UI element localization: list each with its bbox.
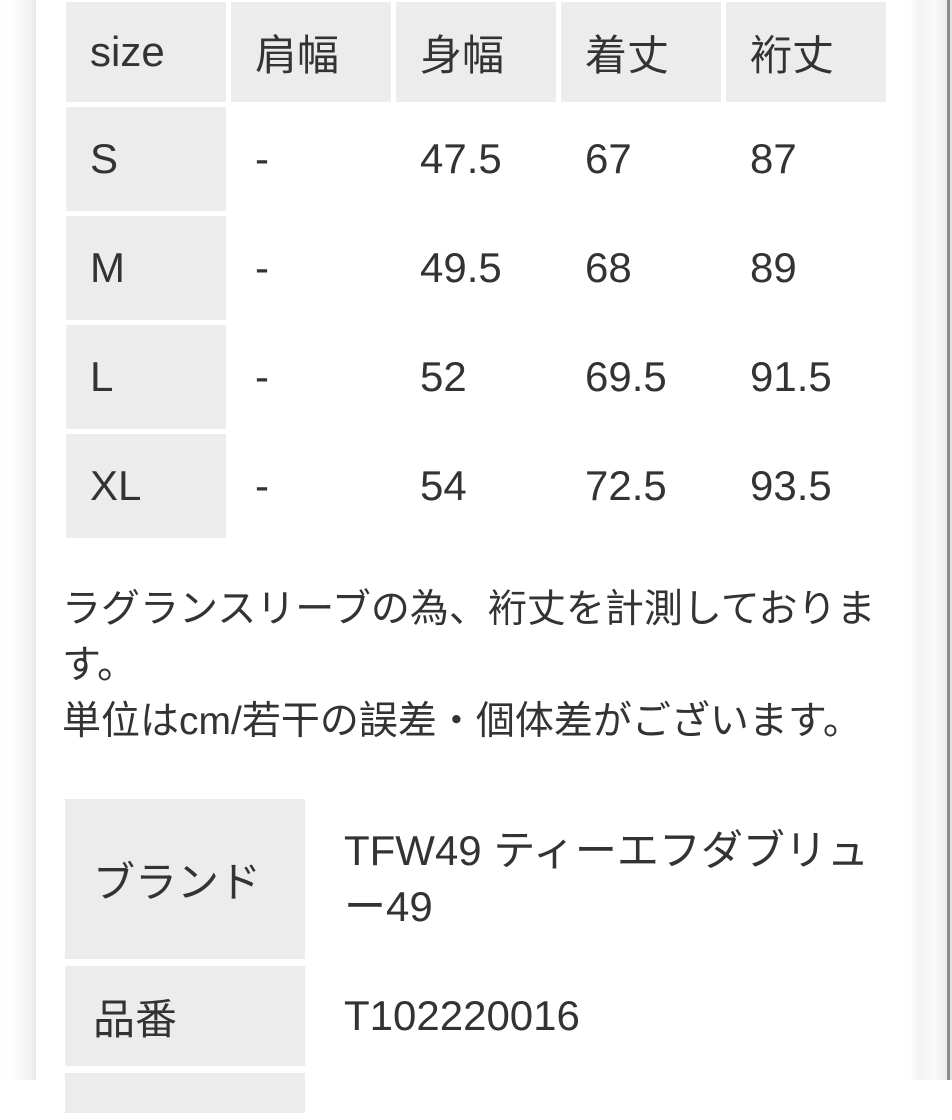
size-label-cell: XL — [66, 434, 226, 538]
product-info-value-brand: TFW49 ティーエフダブリュ ー49 — [310, 799, 886, 959]
size-value-cell: 47.5 — [420, 135, 502, 182]
product-info-table: ブランド TFW49 ティーエフダブリュ ー49 品番 T102220016 — [65, 799, 886, 1120]
size-value-cell: 89 — [750, 244, 797, 291]
size-label-cell: S — [66, 107, 226, 211]
size-value-cell: 93.5 — [750, 462, 832, 509]
scrollbar-track[interactable] — [910, 0, 947, 1080]
size-chart-header-row: size 肩幅 身幅 着丈 裄丈 — [66, 2, 886, 102]
product-info-label-item-number: 品番 — [65, 966, 305, 1066]
product-info-value-item-number: T102220016 — [344, 992, 580, 1039]
window-edge-border — [947, 0, 950, 1080]
size-value-cell: 91.5 — [750, 353, 832, 400]
size-chart-header-size: size — [66, 2, 226, 102]
brand-value-line-1: TFW49 ティーエフダブリュ — [344, 827, 869, 874]
size-value-cell: 52 — [420, 353, 467, 400]
size-chart-header-sleeve-length: 裄丈 — [726, 2, 886, 102]
size-value-cell: - — [255, 244, 269, 291]
product-info-row-partial — [65, 1073, 886, 1113]
size-chart-row-m: M - 49.5 68 89 — [66, 216, 886, 320]
size-value-cell: 54 — [420, 462, 467, 509]
size-value-cell: 72.5 — [585, 462, 667, 509]
window-edge-highlight — [950, 0, 952, 1080]
size-chart-table: size 肩幅 身幅 着丈 裄丈 S - 47.5 67 87 M - 49.5… — [66, 2, 886, 543]
size-chart-header-body-width: 身幅 — [396, 2, 556, 102]
note-line-2: す。 — [62, 644, 137, 687]
product-info-row-brand: ブランド TFW49 ティーエフダブリュ ー49 — [65, 799, 886, 959]
product-info-row-item-number: 品番 T102220016 — [65, 966, 886, 1066]
size-value-cell: 67 — [585, 135, 632, 182]
size-chart-header-shoulder-width: 肩幅 — [231, 2, 391, 102]
size-value-cell: - — [255, 462, 269, 509]
size-value-cell: 49.5 — [420, 244, 502, 291]
size-label-cell: M — [66, 216, 226, 320]
size-value-cell: 68 — [585, 244, 632, 291]
note-line-1: ラグランスリーブの為、裄丈を計測しておりま — [62, 588, 876, 631]
size-value-cell: 87 — [750, 135, 797, 182]
measurement-notes: ラグランスリーブの為、裄丈を計測しておりま す。 単位はcm/若干の誤差・個体差… — [62, 582, 942, 750]
size-chart-row-l: L - 52 69.5 91.5 — [66, 325, 886, 429]
size-value-cell: - — [255, 353, 269, 400]
left-edge-shadow — [0, 0, 36, 1080]
size-chart-row-xl: XL - 54 72.5 93.5 — [66, 434, 886, 538]
note-line-3: 単位はcm/若干の誤差・個体差がございます。 — [62, 700, 862, 743]
size-value-cell: - — [255, 135, 269, 182]
size-label-cell: L — [66, 325, 226, 429]
brand-value-line-2: ー49 — [344, 883, 433, 930]
size-chart-row-s: S - 47.5 67 87 — [66, 107, 886, 211]
product-info-partial-label-cell — [65, 1073, 305, 1113]
size-value-cell: 69.5 — [585, 353, 667, 400]
product-info-label-brand: ブランド — [65, 799, 305, 959]
size-chart-header-length: 着丈 — [561, 2, 721, 102]
